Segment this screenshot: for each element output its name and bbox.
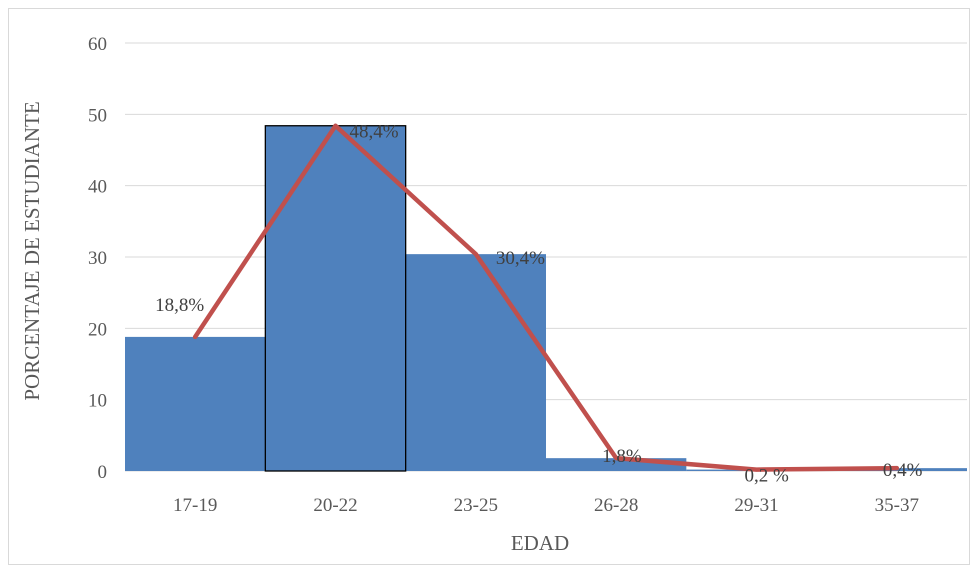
y-tick-label: 20 [88,319,107,340]
bars [125,125,967,472]
bar-20-22 [264,125,407,472]
data-label: 1,8% [602,446,642,467]
trend-line-path [192,123,900,472]
y-tick-label: 0 [98,462,108,483]
data-label: 48,4% [350,122,399,143]
data-label: 0,2 % [745,466,790,487]
y-tick-label: 10 [88,391,107,412]
x-tick-label: 23-25 [454,495,498,516]
x-tick-label: 20-22 [313,495,357,516]
x-tick-labels: 17-19 20-22 23-25 26-28 29-31 35-37 [173,495,919,516]
x-tick-label: 29-31 [734,495,778,516]
data-label: 30,4% [496,248,545,269]
data-labels: 18,8% 48,4% 30,4% 1,8% 0,2 % 0,4% [155,122,922,487]
y-tick-label: 50 [88,105,107,126]
x-axis-title: EDAD [511,531,569,555]
x-tick-label: 17-19 [173,495,217,516]
y-tick-label: 30 [88,248,107,269]
x-tick-label: 26-28 [594,495,638,516]
x-tick-label: 35-37 [875,495,919,516]
bar-23-25 [405,254,546,471]
data-label: 0,4% [883,460,923,481]
y-tick-labels: 0 10 20 30 40 50 60 [88,34,107,483]
data-label: 18,8% [155,295,204,316]
chart-frame: 0 10 20 30 40 50 60 18,8% 48,4% 30,4% 1,8% 0,2 % 0,… [8,8,970,565]
trend-line [192,123,900,472]
y-axis-title: PORCENTAJE DE ESTUDIANTE [20,101,44,400]
histogram-chart: 0 10 20 30 40 50 60 18,8% 48,4% 30,4% 1,8% 0,2 % 0,… [20,34,967,555]
bar-17-19 [125,336,266,471]
y-tick-label: 40 [88,177,107,198]
y-tick-label: 60 [88,34,107,55]
